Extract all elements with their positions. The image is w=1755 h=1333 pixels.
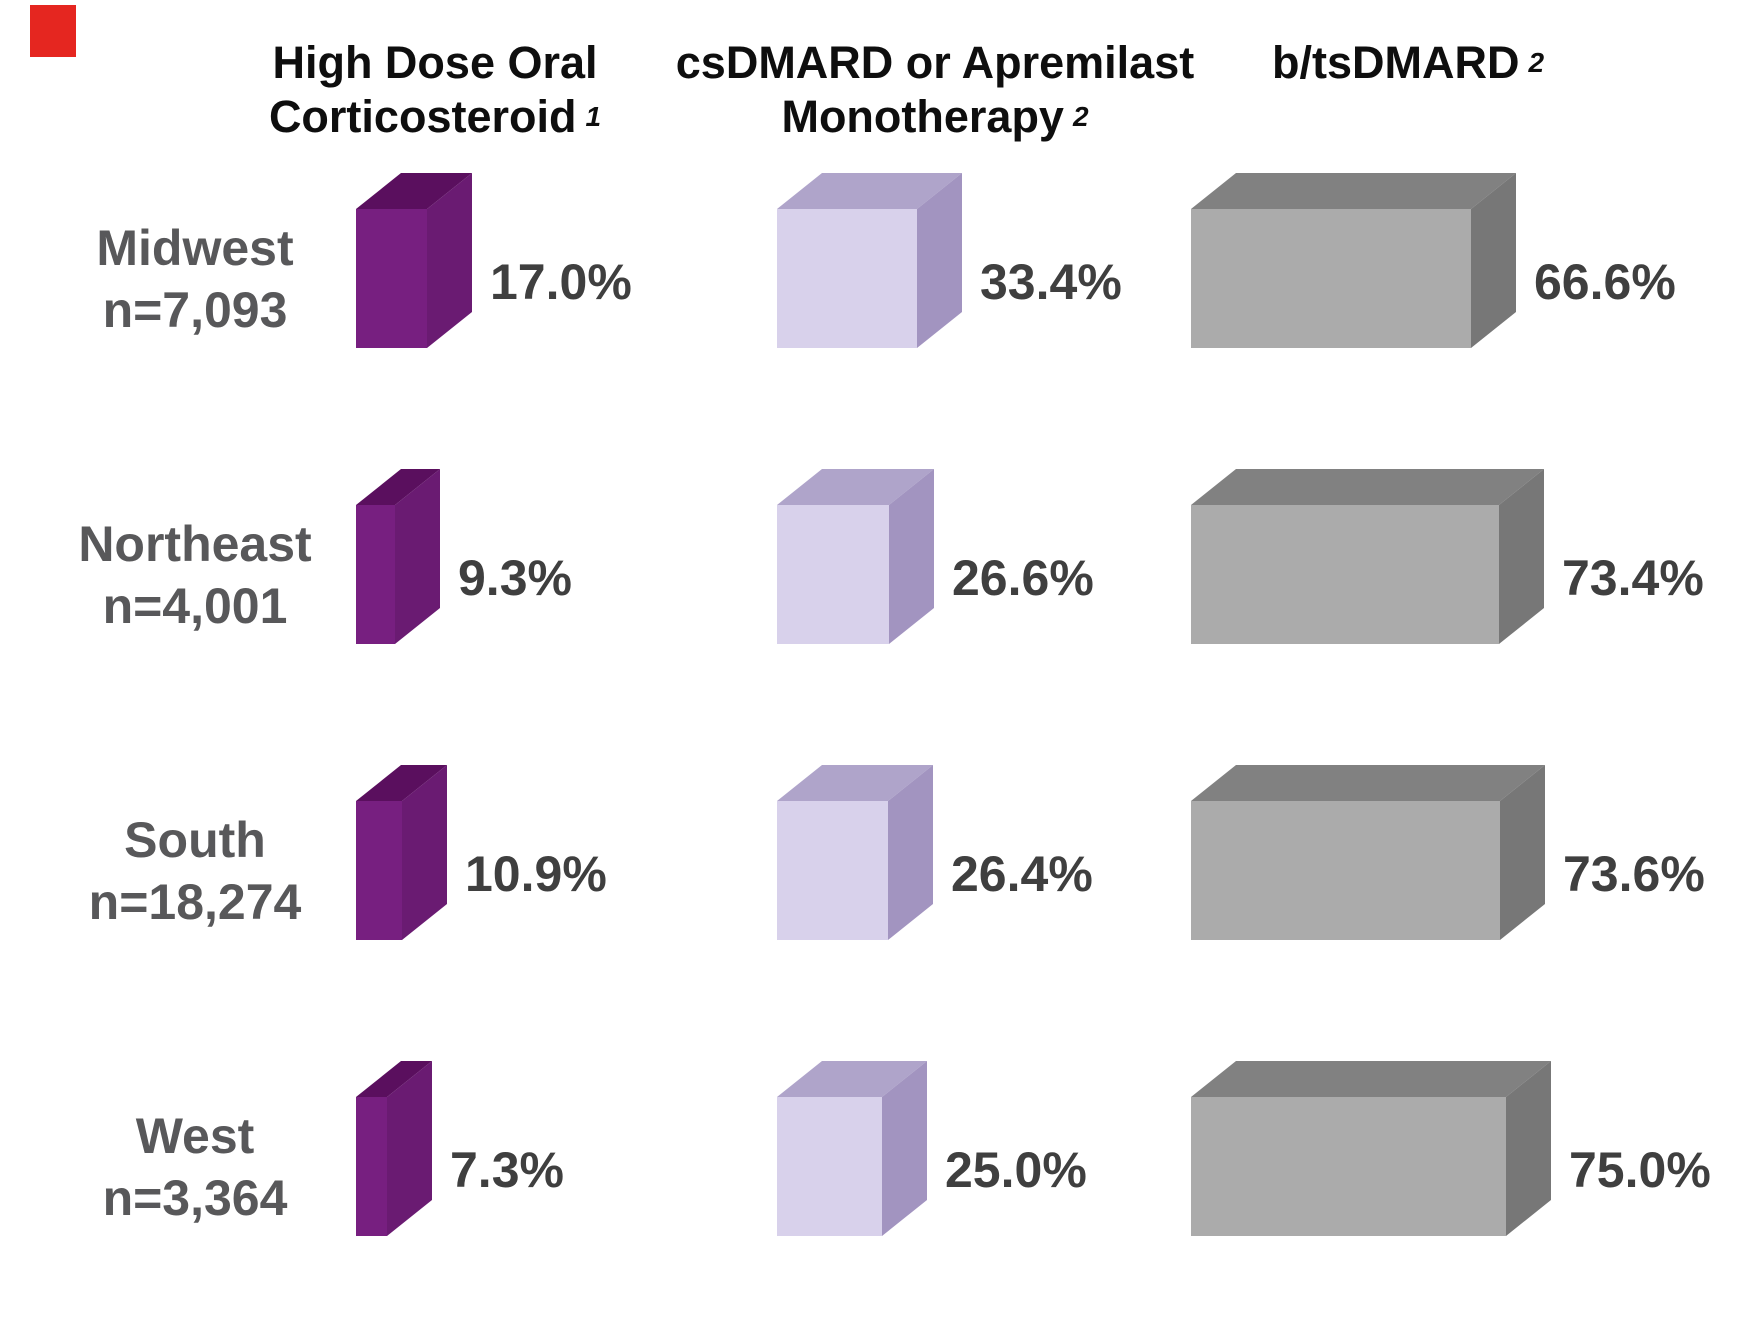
red-logo-fragment: [30, 5, 76, 57]
value-label-csdmard-or-apremilast-monotherapy-midwest: 33.4%: [980, 253, 1122, 310]
bar-front-face: [356, 801, 402, 940]
row-label-midwest: Midwest n=7,093: [30, 209, 360, 349]
region-name: Midwest: [96, 219, 294, 276]
value-label-high-dose-oral-corticosteroid-west: 7.3%: [450, 1141, 564, 1198]
bar-side-face: [395, 469, 440, 644]
value-label-b-tsdmard-midwest: 66.6%: [1534, 253, 1676, 310]
column-header-high-dose-oral-corticosteroid: High Dose Oral Corticosteroid 1: [200, 36, 670, 144]
footnote-superscript: 2: [1072, 101, 1089, 132]
bar-front-face: [1191, 209, 1471, 348]
region-name: South: [124, 811, 266, 868]
bar-b-tsdmard-west: [1191, 1061, 1551, 1236]
region-sample-size: n=3,364: [102, 1169, 288, 1226]
value-label-high-dose-oral-corticosteroid-midwest: 17.0%: [490, 253, 632, 310]
bar-top-face: [777, 173, 962, 209]
bar-high-dose-oral-corticosteroid-midwest: [356, 173, 472, 348]
bar-b-tsdmard-midwest: [1191, 173, 1516, 348]
bar-high-dose-oral-corticosteroid-west: [356, 1061, 432, 1236]
bar-high-dose-oral-corticosteroid-northeast: [356, 469, 440, 644]
value-label-csdmard-or-apremilast-monotherapy-south: 26.4%: [951, 845, 1093, 902]
bar-b-tsdmard-northeast: [1191, 469, 1544, 644]
bar-side-face: [1471, 173, 1516, 348]
row-label-south: South n=18,274: [30, 801, 360, 941]
bar-front-face: [777, 801, 888, 940]
value-label-b-tsdmard-west: 75.0%: [1569, 1141, 1711, 1198]
header-line-2: Monotherapy 2: [781, 91, 1089, 142]
header-line-1: High Dose Oral: [272, 37, 598, 88]
bar-front-face: [356, 209, 427, 348]
bar-front-face: [356, 505, 395, 644]
bar-front-face: [356, 1097, 387, 1236]
bar-top-face: [1191, 173, 1516, 209]
value-label-csdmard-or-apremilast-monotherapy-west: 25.0%: [945, 1141, 1087, 1198]
bar-side-face: [387, 1061, 432, 1236]
region-sample-size: n=7,093: [102, 281, 288, 338]
bar-front-face: [1191, 801, 1500, 940]
bar-top-face: [356, 469, 440, 505]
bar-side-face: [1499, 469, 1544, 644]
bar-csdmard-or-apremilast-monotherapy-midwest: [777, 173, 962, 348]
bar-side-face: [889, 469, 934, 644]
value-label-high-dose-oral-corticosteroid-south: 10.9%: [465, 845, 607, 902]
bar-csdmard-or-apremilast-monotherapy-west: [777, 1061, 927, 1236]
column-header-b-tsdmard: b/tsDMARD 2: [1188, 36, 1628, 90]
value-label-high-dose-oral-corticosteroid-northeast: 9.3%: [458, 549, 572, 606]
value-label-csdmard-or-apremilast-monotherapy-northeast: 26.6%: [952, 549, 1094, 606]
bar-top-face: [777, 1061, 927, 1097]
bar-top-face: [1191, 1061, 1551, 1097]
bar-side-face: [888, 765, 933, 940]
footnote-superscript: 2: [1528, 47, 1545, 78]
header-line-1: csDMARD or Apremilast: [675, 37, 1195, 88]
bar-front-face: [777, 209, 917, 348]
bar-top-face: [356, 173, 472, 209]
bar-front-face: [1191, 505, 1499, 644]
column-header-csdmard-apremilast-monotherapy: csDMARD or Apremilast Monotherapy 2: [650, 36, 1220, 144]
region-name: Northeast: [78, 515, 312, 572]
bar-high-dose-oral-corticosteroid-south: [356, 765, 447, 940]
bar-top-face: [1191, 469, 1544, 505]
bar-side-face: [882, 1061, 927, 1236]
region-sample-size: n=18,274: [88, 873, 302, 930]
bar-side-face: [402, 765, 447, 940]
footnote-superscript: 1: [585, 101, 602, 132]
bar-front-face: [1191, 1097, 1506, 1236]
bar-b-tsdmard-south: [1191, 765, 1545, 940]
bar-csdmard-or-apremilast-monotherapy-south: [777, 765, 933, 940]
bar-top-face: [356, 765, 447, 801]
bar-top-face: [1191, 765, 1545, 801]
bar-side-face: [1500, 765, 1545, 940]
row-label-west: West n=3,364: [30, 1097, 360, 1237]
value-label-b-tsdmard-northeast: 73.4%: [1562, 549, 1704, 606]
row-label-northeast: Northeast n=4,001: [30, 505, 360, 645]
bar-front-face: [777, 1097, 882, 1236]
bar-front-face: [777, 505, 889, 644]
bar-side-face: [1506, 1061, 1551, 1236]
region-name: West: [135, 1107, 255, 1164]
header-line-1: b/tsDMARD 2: [1271, 37, 1545, 88]
header-line-2: Corticosteroid 1: [268, 91, 602, 142]
bar-top-face: [356, 1061, 432, 1097]
bar-top-face: [777, 469, 934, 505]
bar-side-face: [917, 173, 962, 348]
value-label-b-tsdmard-south: 73.6%: [1563, 845, 1705, 902]
bar-side-face: [427, 173, 472, 348]
region-sample-size: n=4,001: [102, 577, 288, 634]
bar-csdmard-or-apremilast-monotherapy-northeast: [777, 469, 934, 644]
bar-top-face: [777, 765, 933, 801]
